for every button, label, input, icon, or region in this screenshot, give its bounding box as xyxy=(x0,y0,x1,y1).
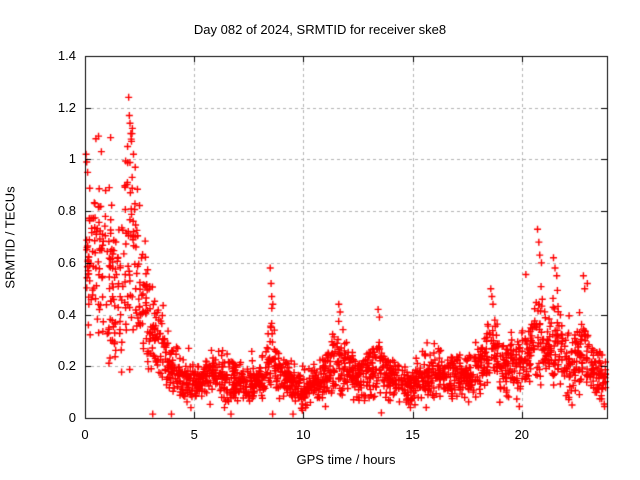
x-axis-label: GPS time / hours xyxy=(296,452,396,467)
y-tick-label: 0 xyxy=(68,410,76,425)
y-axis-label: SRMTID / TECUs xyxy=(2,186,18,289)
y-tick-label: 1 xyxy=(68,151,76,167)
y-tick-label: 1.2 xyxy=(57,99,76,115)
x-tick-label: 0 xyxy=(81,427,89,442)
chart-title: Day 082 of 2024, SRMTID for receiver ske… xyxy=(193,22,447,37)
x-tick-label: 5 xyxy=(190,427,198,442)
y-tick-label: 0.8 xyxy=(57,203,76,219)
y-tick-label: 1.4 xyxy=(57,48,76,63)
y-tick-label: 0.4 xyxy=(57,306,76,322)
x-tick-label: 15 xyxy=(405,427,420,442)
x-tick-label: 10 xyxy=(296,427,311,442)
y-tick-label: 0.6 xyxy=(57,254,76,270)
x-tick-label: 20 xyxy=(514,427,530,442)
y-tick-label: 0.2 xyxy=(57,358,76,374)
